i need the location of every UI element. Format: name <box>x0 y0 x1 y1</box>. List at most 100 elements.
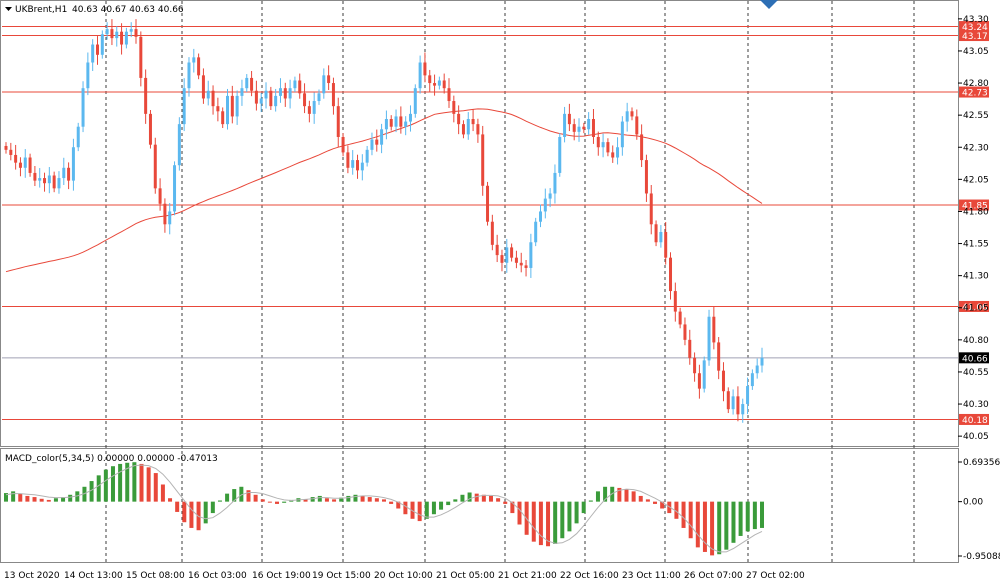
macd-bar <box>25 495 30 502</box>
candle-body <box>23 157 27 168</box>
candle-body <box>187 62 191 89</box>
candle-body <box>327 75 331 84</box>
macd-bar <box>595 491 600 502</box>
macd-bar <box>546 501 551 547</box>
candle-body <box>635 116 639 135</box>
candle-body <box>534 221 538 243</box>
candle-body <box>399 116 403 127</box>
macd-bar <box>317 495 322 502</box>
macd-bar <box>681 501 686 528</box>
macd-bar <box>467 492 472 502</box>
macd-bar <box>182 501 187 523</box>
time-axis: 13 Oct 2020 14 Oct 13:00 15 Oct 08:00 16 Oc… <box>4 571 805 581</box>
candle-body <box>620 121 624 148</box>
macd-bar <box>217 500 222 502</box>
macd-bar <box>446 501 451 506</box>
triangle-down-icon[interactable] <box>5 7 12 11</box>
candle-body <box>510 247 514 258</box>
candle-body <box>572 124 576 132</box>
candle-body <box>490 221 494 245</box>
symbol-label: UKBrent,H1 <box>15 5 67 15</box>
macd-bar <box>346 495 351 502</box>
price-tick-label: 41.05 <box>963 304 989 314</box>
candle-body <box>529 242 533 268</box>
candle-body <box>115 31 119 39</box>
candle-body <box>644 160 648 194</box>
candle-body <box>678 311 682 325</box>
macd-bar <box>510 501 515 514</box>
candle-body <box>129 29 133 32</box>
candle-body <box>235 95 239 117</box>
candle-body <box>322 75 326 94</box>
macd-bar <box>175 501 180 512</box>
macd-bar <box>153 473 158 502</box>
macd-bar <box>474 493 479 502</box>
macd-bar <box>75 491 80 502</box>
ohlc-label: 40.63 40.67 40.63 40.66 <box>72 5 184 15</box>
macd-bar <box>53 498 58 502</box>
candle-body <box>110 29 114 39</box>
candle-body <box>750 373 754 387</box>
macd-bar <box>389 501 394 504</box>
candle-body <box>394 116 398 127</box>
level-tag <box>959 30 989 42</box>
macd-bar <box>246 490 251 502</box>
candle-body <box>124 31 128 45</box>
candle-body <box>57 178 61 189</box>
candle-body <box>596 136 600 148</box>
level-tag-label: 43.24 <box>962 23 988 33</box>
candle-body <box>514 257 518 263</box>
time-tick-label: 22 Oct 16:00 <box>560 571 619 581</box>
candle-body <box>303 93 307 107</box>
candle-body <box>423 62 427 76</box>
macd-bar <box>32 497 37 502</box>
candle-body <box>519 262 523 266</box>
candle-body <box>148 113 152 145</box>
candle-body <box>47 175 51 184</box>
candle-body <box>173 165 177 212</box>
candle-body <box>538 211 542 222</box>
candle-body <box>134 29 138 37</box>
macd-bar <box>160 484 165 502</box>
candle-body <box>168 211 172 225</box>
price-tick-label: 41.30 <box>963 272 989 282</box>
candle-body <box>206 90 210 99</box>
candle-body <box>365 149 369 163</box>
level-tag <box>959 413 989 425</box>
macd-bar <box>717 501 722 555</box>
time-tick-label: 21 Oct 05:00 <box>436 571 495 581</box>
candle-body <box>524 265 528 268</box>
macd-bar <box>410 501 415 519</box>
time-tick-label: 16 Oct 03:00 <box>188 571 247 581</box>
macd-bar <box>11 491 16 502</box>
candle-body <box>307 106 311 114</box>
candle-body <box>197 57 201 76</box>
macd-bar <box>724 501 729 550</box>
macd-bar <box>275 501 280 504</box>
macd-bar <box>653 501 658 504</box>
candle-body <box>67 167 71 181</box>
macd-bar <box>460 494 465 502</box>
corner-arrow-icon[interactable] <box>760 0 778 9</box>
candle-body <box>240 88 244 96</box>
macd-bar <box>710 501 715 556</box>
macd-bar <box>424 501 429 519</box>
candle-body <box>211 90 215 107</box>
candle-body <box>606 142 610 153</box>
candle-body <box>18 162 22 168</box>
candle-body <box>312 101 316 114</box>
macd-bar <box>253 494 258 502</box>
candle-body <box>601 142 605 148</box>
candle-body <box>226 95 230 125</box>
macd-bar <box>61 497 66 502</box>
candle-body <box>274 95 278 107</box>
macd-bar <box>374 498 379 502</box>
candle-body <box>250 77 254 91</box>
price-tick-label: 42.05 <box>963 175 989 185</box>
macd-bar <box>232 489 237 502</box>
candle-body <box>591 119 595 137</box>
macd-tick-label: -0.95088 <box>963 552 1000 562</box>
macd-bar <box>574 501 579 524</box>
